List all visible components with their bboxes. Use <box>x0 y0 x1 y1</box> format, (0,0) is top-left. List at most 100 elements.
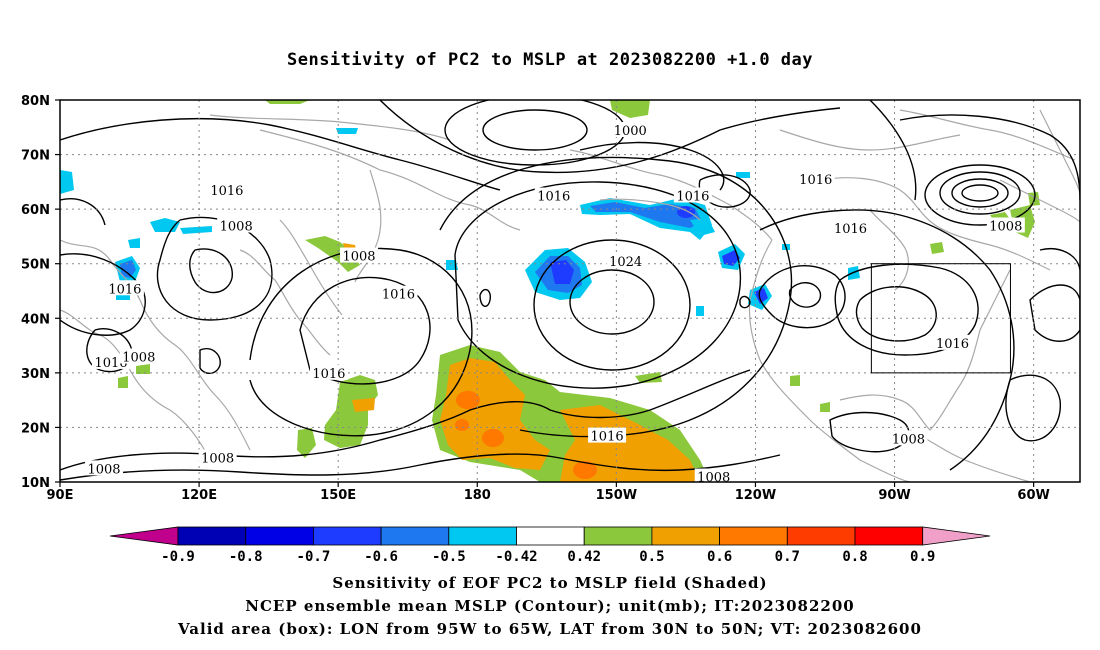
contour-label-bg <box>379 285 418 301</box>
lon-tick-label: 120W <box>735 488 776 503</box>
contour-label-bg <box>986 217 1025 233</box>
contour-high-1024 <box>569 269 655 335</box>
contour-label-bg <box>611 122 650 138</box>
colorbar-segment <box>177 526 247 546</box>
contour-label-bg <box>534 187 573 203</box>
caption-line-2: NCEP ensemble mean MSLP (Contour); unit(… <box>245 597 855 615</box>
caption-line-3: Valid area (box): LON from 95W to 65W, L… <box>178 620 922 638</box>
shade-blue-asia1-mid <box>120 260 136 278</box>
lat-tick-label: 50N <box>21 258 50 273</box>
contour-label: 1008 <box>697 471 730 486</box>
shade-blue-na2 <box>736 172 750 178</box>
contour-label: 1000 <box>614 124 647 139</box>
contour-label-bg <box>217 217 256 233</box>
shade-green-west <box>324 375 378 448</box>
colorbar-segment <box>786 526 856 546</box>
colorbar-label: 0.8 <box>842 549 867 565</box>
colorbar-segment <box>583 526 653 546</box>
shade-green-mid3 <box>820 402 830 412</box>
lat-tick-label: 40N <box>21 312 50 327</box>
shade-green-mid2 <box>790 375 800 386</box>
lon-tick-label: 60W <box>1017 488 1049 503</box>
contour-label: 1008 <box>342 250 375 265</box>
shade-blue-coast2-mid <box>754 288 768 304</box>
colorbar-label: -0.7 <box>297 549 331 565</box>
contour-label: 1008 <box>122 350 155 365</box>
contour-label: 1016 <box>312 367 345 382</box>
contour-label-bg <box>889 430 928 446</box>
contour-label: 1016 <box>382 288 415 303</box>
contour-label: 1016 <box>537 190 570 205</box>
contour-label-bg <box>694 468 733 484</box>
colorbar-arrow-left <box>109 526 179 546</box>
lat-tick-label: 70N <box>21 149 50 164</box>
shade-green-top2 <box>265 100 310 104</box>
shade-darkorange-2 <box>482 429 504 447</box>
lat-tick-label: 10N <box>21 476 50 491</box>
valid-area-box <box>870 263 1011 374</box>
shade-blue-gulfalaska2 <box>690 218 715 236</box>
contour-label-bg <box>673 187 712 203</box>
lat-tick-label: 80N <box>21 94 50 109</box>
colorbar-label: -0.8 <box>229 549 263 565</box>
shade-blue-asia3 <box>180 226 212 234</box>
colorbar-label: 0.6 <box>707 549 732 565</box>
contour-label: 1016 <box>834 222 867 237</box>
shade-blue-arctic <box>336 128 358 134</box>
colorbar-label: 0.9 <box>910 549 935 565</box>
contour-label: 1024 <box>609 255 642 270</box>
shade-darkorange-1 <box>456 391 480 409</box>
contour-label-bg <box>933 334 972 350</box>
contour-label: 1008 <box>201 451 234 466</box>
map-frame <box>59 99 1081 483</box>
colorbar-label: -0.6 <box>364 549 398 565</box>
colorbar-label: -0.9 <box>161 549 195 565</box>
map-area <box>60 100 1080 482</box>
shade-blue-pacific-dark <box>550 260 574 284</box>
contour-label-bg <box>340 247 379 263</box>
contour-label: 1016 <box>94 356 127 371</box>
shade-orange-west <box>352 398 375 412</box>
pressure-contours <box>60 100 1080 481</box>
colorbar-segment <box>245 526 314 546</box>
contour-label: 1016 <box>936 337 969 352</box>
latitude-labels: 80N 70N 60N 50N 40N 30N 20N 10N <box>21 94 60 491</box>
lon-tick-label: 150E <box>320 488 356 503</box>
lon-tick-label: 120E <box>181 488 217 503</box>
contour-label: 1008 <box>989 220 1022 235</box>
shade-blue-pac3 <box>696 306 704 316</box>
contour-label-bg <box>831 220 870 236</box>
contour-label-bg <box>796 171 835 187</box>
shade-green-east3 <box>930 242 944 254</box>
colorbar: -0.9 -0.8 -0.7 -0.6 -0.5 -0.42 0.42 0.5 0.6 0.7 0.… <box>109 526 991 565</box>
longitude-labels: 90E 120E 150E 180 150W 120W 90W 60W <box>47 482 1050 503</box>
colorbar-label: 0.42 <box>567 549 601 565</box>
caption-line-1: Sensitivity of EOF PC2 to MSLP field (Sh… <box>332 574 768 592</box>
colorbar-label: -0.5 <box>432 549 466 565</box>
colorbar-segment <box>854 526 924 546</box>
shade-green-mid1 <box>635 372 662 383</box>
shade-blue-coast1-mid <box>722 250 740 266</box>
contour-label: 1016 <box>591 430 624 445</box>
colorbar-segment <box>719 526 788 546</box>
contour-label-bg <box>309 364 348 380</box>
contour-label: 1008 <box>892 432 925 447</box>
contour-low-east <box>961 184 999 202</box>
shade-orange-main <box>440 358 550 470</box>
contour-label: 1008 <box>220 220 253 235</box>
colorbar-segment <box>516 526 585 546</box>
shade-blue-asia6 <box>60 170 74 194</box>
colorbar-arrow-right <box>922 526 991 546</box>
lat-tick-label: 20N <box>21 421 50 436</box>
shade-green-w2 <box>118 376 128 388</box>
contour-label-bg <box>588 427 627 443</box>
contour-label: 1016 <box>676 190 709 205</box>
colorbar-segment <box>312 526 382 546</box>
lon-tick-label: 90E <box>47 488 74 503</box>
contour-label: 1016 <box>210 184 243 199</box>
contour-label: 1016 <box>799 173 832 188</box>
contour-label-bg <box>105 280 144 296</box>
colorbar-label: 0.7 <box>775 549 800 565</box>
